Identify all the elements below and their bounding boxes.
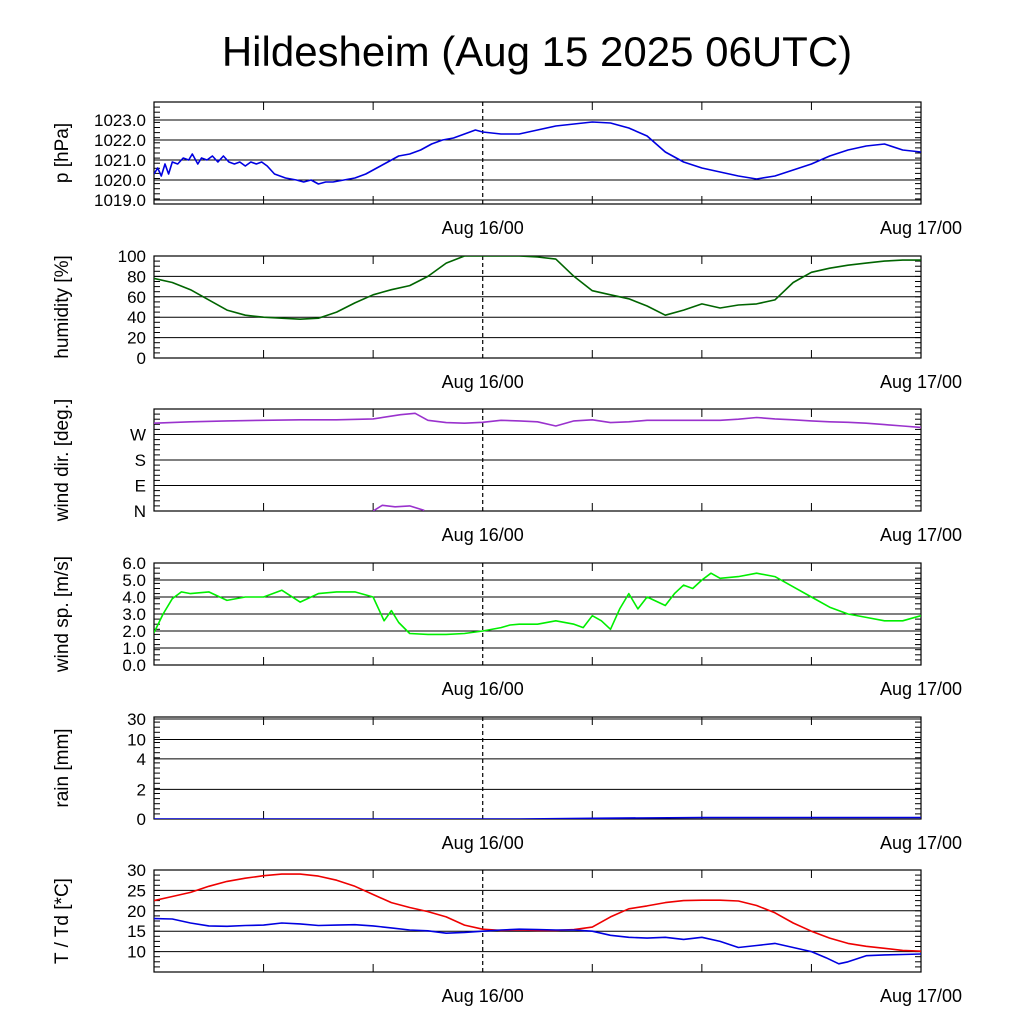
- y-axis-label: rain [mm]: [52, 728, 73, 807]
- series-wind_dir: [154, 412, 921, 429]
- y-tick-label: S: [135, 451, 146, 470]
- y-tick-label: 1019.0: [94, 191, 146, 210]
- y-tick-label: 15: [127, 922, 146, 941]
- y-tick-label: 6.0: [122, 554, 146, 573]
- y-tick-label: 60: [127, 288, 146, 307]
- y-axis-label: p [hPa]: [52, 123, 73, 183]
- x-tick-label: Aug 17/00: [880, 679, 962, 699]
- y-tick-label: 80: [127, 267, 146, 286]
- y-tick-label: 20: [127, 902, 146, 921]
- plot-frame: [153, 869, 922, 973]
- y-tick-label: 10: [127, 730, 146, 749]
- y-tick-label: 40: [127, 308, 146, 327]
- x-tick-label: Aug 16/00: [442, 679, 524, 699]
- series-rain: [154, 816, 921, 819]
- x-tick-label: Aug 17/00: [880, 525, 962, 545]
- y-tick-label: W: [130, 426, 146, 445]
- plot-frame: [153, 716, 922, 820]
- y-tick-label: 2.0: [122, 622, 146, 641]
- y-tick-label: 1021.0: [94, 151, 146, 170]
- plot-frame: [153, 101, 922, 205]
- plot-frame: [153, 408, 922, 512]
- y-tick-label: 30: [127, 861, 146, 880]
- y-axis-label: wind sp. [m/s]: [52, 556, 73, 673]
- y-tick-label: 0.0: [122, 656, 146, 675]
- y-tick-label: 3.0: [122, 605, 146, 624]
- y-tick-label: 30: [127, 710, 146, 729]
- panel-wind_speed: 0.01.02.03.04.05.06.0 wind sp. [m/s] Aug 1…: [52, 554, 962, 699]
- chart-title: Hildesheim (Aug 15 2025 06UTC): [222, 28, 852, 75]
- y-tick-label: 20: [127, 329, 146, 348]
- series-humidity: [154, 256, 921, 321]
- y-tick-label: 0: [137, 349, 146, 368]
- series-dewpoint: [154, 917, 921, 965]
- plot-frame: [153, 562, 922, 666]
- y-tick-label: 4: [137, 750, 146, 769]
- x-tick-label: Aug 17/00: [880, 833, 962, 853]
- x-tick-label: Aug 16/00: [442, 833, 524, 853]
- x-tick-label: Aug 16/00: [442, 372, 524, 392]
- x-tick-label: Aug 17/00: [880, 986, 962, 1006]
- x-tick-label: Aug 16/00: [442, 986, 524, 1006]
- y-tick-label: 5.0: [122, 571, 146, 590]
- y-tick-label: N: [134, 502, 146, 521]
- plot-frame: [153, 255, 922, 359]
- y-axis-label: wind dir. [deg.]: [52, 399, 73, 523]
- y-tick-label: 1022.0: [94, 131, 146, 150]
- y-tick-label: 1020.0: [94, 171, 146, 190]
- y-axis-label: T / Td [*C]: [52, 878, 73, 964]
- y-tick-label: 1.0: [122, 639, 146, 658]
- y-tick-label: 25: [127, 881, 146, 900]
- y-tick-label: 10: [127, 943, 146, 962]
- x-tick-label: Aug 17/00: [880, 372, 962, 392]
- y-tick-label: 2: [137, 780, 146, 799]
- x-tick-label: Aug 17/00: [880, 218, 962, 238]
- y-tick-label: 4.0: [122, 588, 146, 607]
- series-temperature: [154, 873, 921, 952]
- y-tick-label: 1023.0: [94, 111, 146, 130]
- x-tick-label: Aug 16/00: [442, 525, 524, 545]
- series-wind_speed: [154, 572, 921, 636]
- y-tick-label: 100: [118, 247, 146, 266]
- y-axis-label: humidity [%]: [52, 255, 73, 358]
- y-tick-label: E: [135, 477, 146, 496]
- x-tick-label: Aug 16/00: [442, 218, 524, 238]
- series-pressure: [154, 121, 921, 185]
- y-tick-label: 0: [137, 810, 146, 829]
- series-wind_dir: [372, 504, 425, 511]
